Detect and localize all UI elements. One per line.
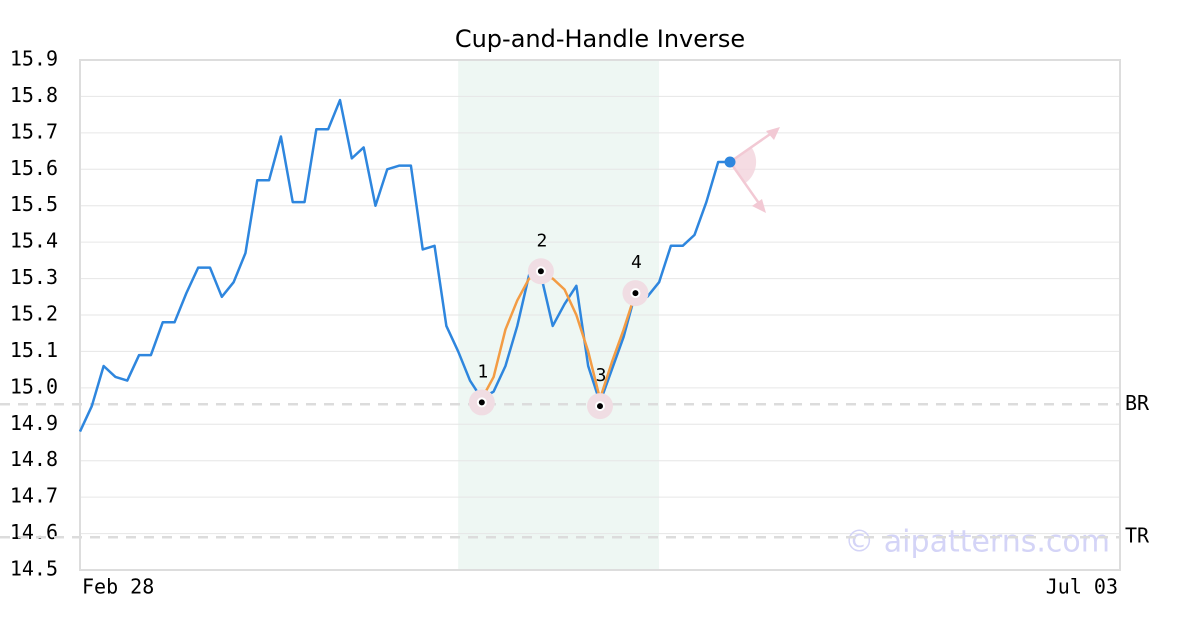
y-tick-label: 14.5: [10, 557, 58, 581]
y-tick-label: 14.6: [10, 520, 58, 544]
projection-arrow: [729, 128, 777, 164]
pattern-point: [476, 397, 487, 408]
level-label: BR: [1125, 391, 1150, 415]
series-line: [480, 273, 637, 401]
y-tick-label: 15.9: [10, 47, 58, 71]
y-tick-label: 15.0: [10, 374, 58, 398]
pattern-label: 3: [596, 365, 607, 386]
projection-arrow: [728, 161, 765, 210]
x-tick-label: Feb 28: [82, 575, 154, 599]
pattern-label: 4: [631, 252, 642, 273]
projection-arrowhead: [766, 127, 780, 140]
plot-frame: [79, 59, 1121, 571]
pattern-point: [595, 401, 605, 412]
y-tick-label: 15.6: [10, 156, 58, 180]
projection-arrowhead: [752, 199, 766, 213]
watermark: © aipatterns.com: [844, 525, 1110, 560]
x-tick-label: Jul 03: [1046, 575, 1118, 599]
pattern-point: [535, 266, 546, 277]
level-label: TR: [1125, 524, 1150, 548]
pattern-point: [630, 288, 641, 299]
pattern-label: 1: [477, 361, 488, 382]
y-tick-label: 15.1: [10, 338, 58, 362]
y-tick-label: 14.9: [10, 411, 58, 435]
y-tick-label: 15.4: [10, 229, 58, 253]
projection-wedge: [730, 148, 757, 184]
y-tick-label: 15.2: [10, 302, 58, 326]
y-tick-label: 15.8: [10, 83, 58, 107]
y-tick-label: 14.7: [10, 484, 58, 508]
y-tick-label: 14.8: [10, 447, 58, 471]
y-tick-label: 15.7: [10, 119, 58, 143]
y-tick-label: 15.3: [10, 265, 58, 289]
y-tick-label: 15.5: [10, 192, 58, 216]
pattern-label: 2: [536, 230, 547, 251]
series-line: [78, 98, 730, 433]
chart-title: Cup-and-Handle Inverse: [455, 25, 745, 53]
last-point: [724, 156, 736, 168]
